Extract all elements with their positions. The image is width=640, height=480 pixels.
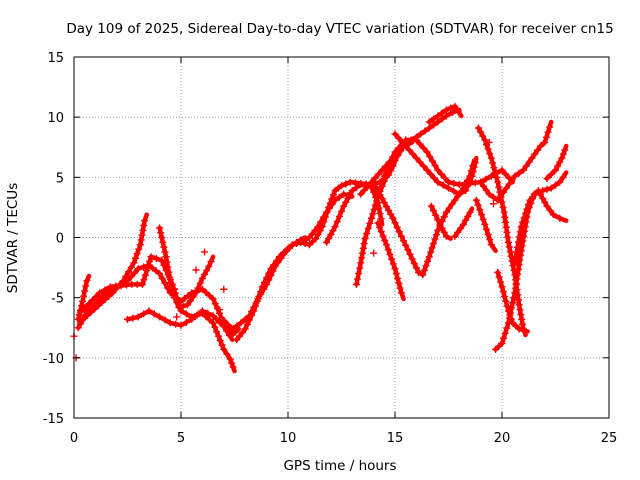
data-series-track-16	[391, 130, 479, 198]
y-tick-label: -15	[43, 412, 64, 427]
series-markers	[233, 236, 305, 344]
data-point-marker	[171, 285, 179, 293]
data-series-track-4	[74, 273, 92, 323]
data-point-marker	[489, 200, 497, 208]
data-point-marker	[192, 266, 200, 274]
data-series-track-9	[297, 190, 355, 246]
data-series-track-26	[543, 143, 569, 183]
data-point-marker	[370, 249, 378, 257]
data-series-track-25	[511, 187, 569, 267]
y-tick-label: 5	[56, 171, 64, 186]
series-markers	[374, 219, 405, 297]
y-tick-label: -5	[51, 292, 64, 307]
series-markers	[425, 102, 462, 126]
data-series-track-12	[357, 140, 415, 198]
series-markers	[124, 307, 234, 339]
x-tick-label: 15	[387, 431, 404, 446]
data-point-marker	[216, 306, 224, 314]
data-series-layer	[74, 102, 569, 374]
series-markers	[511, 187, 564, 267]
series-markers	[427, 202, 450, 240]
series-markers	[543, 146, 569, 183]
data-point-marker	[485, 138, 493, 146]
x-tick-label: 0	[70, 431, 78, 446]
series-markers	[391, 130, 479, 198]
data-series-track-18	[427, 202, 453, 241]
series-markers	[156, 224, 215, 311]
series-markers	[472, 196, 495, 249]
series-markers	[372, 162, 477, 279]
data-series-track-17	[425, 102, 464, 126]
data-series-track-24	[494, 268, 530, 334]
data-series-track-22	[472, 196, 498, 253]
y-axis-label: SDTVAR / TECUs	[5, 183, 21, 293]
series-line	[354, 107, 462, 287]
data-series-track-19	[451, 206, 475, 240]
series-markers	[477, 123, 554, 204]
data-series-track-13	[374, 219, 406, 302]
y-tick-label: 10	[47, 111, 64, 126]
data-point-marker	[201, 248, 209, 256]
chart-title: Day 109 of 2025, Sidereal Day-to-day VTE…	[66, 21, 613, 37]
data-series-track-5	[124, 307, 235, 343]
grid-layer	[74, 57, 609, 418]
x-axis-label: GPS time / hours	[283, 458, 396, 474]
data-series-track-6	[156, 224, 216, 311]
x-tick-label: 5	[177, 431, 185, 446]
data-point-marker	[220, 285, 228, 293]
series-markers	[74, 277, 91, 323]
tick-layer: 0 5 10 15 20 25 -15 -10 -5 0 5 10 15	[43, 51, 618, 446]
x-tick-label: 20	[494, 431, 511, 446]
data-point-marker	[173, 313, 181, 321]
series-markers	[352, 108, 457, 288]
series-markers	[494, 268, 527, 334]
y-tick-label: 15	[47, 51, 64, 66]
data-series-track-20	[477, 119, 554, 204]
series-markers	[297, 190, 352, 246]
y-tick-label: -10	[43, 352, 64, 367]
y-tick-label: 0	[56, 232, 64, 247]
data-series-track-2	[76, 212, 150, 326]
x-tick-label: 25	[601, 431, 618, 446]
series-markers	[451, 209, 474, 240]
data-series-track-8	[233, 235, 308, 344]
data-series-track-11	[352, 107, 462, 288]
x-tick-label: 10	[280, 431, 297, 446]
